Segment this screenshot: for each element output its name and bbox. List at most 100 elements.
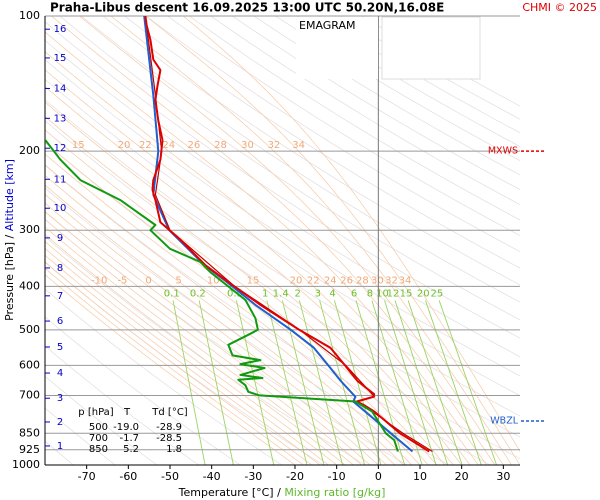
mixing-ratio-label: 8 (367, 289, 373, 300)
altitude-label: 12 (54, 143, 67, 154)
table-cell: -1.7 (119, 433, 139, 444)
annotation-label: WBZL (490, 415, 518, 426)
pseudo-adiabat-label: 20 (118, 140, 131, 151)
altitude-label: 8 (57, 263, 63, 274)
pseudo-adiabat-label: 30 (371, 275, 384, 286)
table-cell: -28.5 (156, 433, 182, 444)
x-tick-label: 30 (496, 470, 510, 483)
mixing-ratio-label: 4 (329, 289, 335, 300)
altitude-label: 4 (57, 368, 63, 379)
y-tick-label: 700 (19, 388, 40, 401)
dry-adiabat (45, 39, 520, 358)
table-cell: 5.2 (123, 444, 139, 455)
mixing-ratio-line (384, 300, 437, 465)
mixing-ratio-line (371, 300, 423, 465)
altitude-label: 11 (54, 174, 67, 185)
pseudo-adiabat-label: 20 (290, 275, 303, 286)
pseudo-adiabat-label: 5 (175, 275, 181, 286)
altitude-label: 10 (54, 203, 67, 214)
chart-title: Praha-Libus descent 16.09.2025 13:00 UTC… (50, 1, 444, 15)
dry-adiabat (145, 16, 520, 253)
dry-adiabat (45, 59, 520, 377)
altitude-label: 9 (57, 233, 63, 244)
altitude-label: 15 (54, 53, 67, 64)
altitude-label: 3 (57, 393, 63, 404)
y-axis-label: Pressure [hPa] / Altitude [km] (3, 159, 16, 321)
dry-adiabat (59, 16, 520, 321)
mixing-ratio-line (407, 300, 463, 465)
mixing-ratio-label: 0.5 (227, 289, 243, 300)
mixing-ratio-label: 3 (315, 289, 321, 300)
mixing-ratio-line (333, 300, 382, 465)
dry-adiabat (210, 16, 520, 205)
x-tick-label: -60 (119, 470, 137, 483)
altitude-label: 7 (57, 291, 63, 302)
table-header: Td [°C] (151, 407, 188, 418)
x-tick-label: -40 (203, 470, 221, 483)
x-tick-label: 0 (375, 470, 382, 483)
mixing-ratio-label: 2 (295, 289, 301, 300)
pseudo-adiabat-label: 22 (307, 275, 320, 286)
y-tick-label: 200 (19, 144, 40, 157)
table-cell: -28.9 (156, 422, 182, 433)
pseudo-adiabat-label: 24 (162, 140, 175, 151)
pseudo-adiabat-label: 34 (292, 140, 305, 151)
mixing-ratio-label: 1.4 (273, 289, 289, 300)
profile-line (45, 139, 399, 452)
annotation-label: MXWS (488, 146, 518, 157)
altitude-label: 6 (57, 316, 63, 327)
y-tick-label: 100 (19, 9, 40, 22)
dry-adiabat (81, 16, 520, 303)
altitude-label: 16 (54, 24, 67, 35)
table-header: T (123, 407, 131, 418)
x2-label: Mixing ratio [g/kg] (284, 486, 385, 499)
pseudo-adiabat-label: 22 (139, 140, 152, 151)
y-tick-label: 850 (19, 426, 40, 439)
mixing-ratio-label: 0.1 (164, 289, 180, 300)
x-tick-label: -20 (286, 470, 304, 483)
mixing-ratio-line (394, 300, 449, 465)
pseudo-adiabat-label: 26 (340, 275, 353, 286)
x-label-separator: / (277, 486, 281, 499)
pseudo-adiabat-label: 26 (188, 140, 201, 151)
pseudo-adiabat-label: -10 (91, 275, 107, 286)
mixing-ratio-line (266, 300, 308, 465)
altitude-label: 13 (54, 113, 67, 124)
x-label: Temperature [°C] (178, 486, 274, 499)
altitude-label: 5 (57, 342, 63, 353)
y-label-separator: / (3, 234, 16, 238)
dry-adiabat (45, 78, 520, 397)
mixing-ratio-label: 6 (351, 289, 357, 300)
pseudo-adiabat-label: 32 (268, 140, 281, 151)
y-tick-label: 1000 (12, 458, 40, 471)
y-tick-label: 500 (19, 323, 40, 336)
mixing-ratio-label: 12 (387, 289, 400, 300)
mixing-ratio-label: 10 (376, 289, 389, 300)
y-tick-label: 300 (19, 223, 40, 236)
pseudo-adiabat-label: 32 (385, 275, 398, 286)
mixing-ratio-line (235, 300, 275, 465)
y-tick-label: 400 (19, 279, 40, 292)
pseudo-adiabat-label: 24 (324, 275, 337, 286)
dry-adiabat (45, 21, 520, 339)
station-box (381, 16, 481, 80)
x-axis-label: Temperature [°C] / Mixing ratio [g/kg] (178, 486, 386, 499)
table-header: p [hPa] (78, 407, 113, 418)
altitude-label: 2 (57, 417, 63, 428)
table-cell: 850 (89, 444, 108, 455)
x-tick-label: -70 (78, 470, 96, 483)
legend-box (296, 17, 378, 79)
y2-label: Altitude [km] (3, 159, 16, 231)
pseudo-adiabat-label: 10 (207, 275, 220, 286)
dry-adiabat (188, 16, 520, 221)
x-tick-label: 10 (413, 470, 427, 483)
y-tick-label: 925 (19, 443, 40, 456)
y-tick-label: 600 (19, 358, 40, 371)
mixing-ratio-line (299, 300, 344, 465)
legend-title: EMAGRAM (299, 19, 356, 32)
table-cell: -19.0 (113, 422, 139, 433)
x-tick-label: -50 (161, 470, 179, 483)
dry-adiabat (167, 16, 520, 236)
